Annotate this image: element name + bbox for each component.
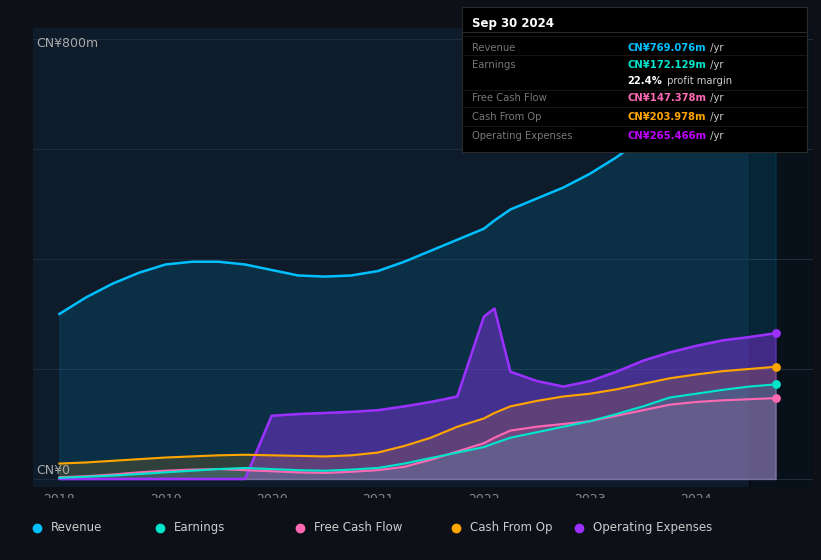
Text: CN¥172.129m: CN¥172.129m (627, 60, 707, 70)
Text: CN¥265.466m: CN¥265.466m (627, 131, 707, 141)
Text: /yr: /yr (708, 112, 724, 122)
Text: /yr: /yr (708, 43, 724, 53)
Text: CN¥203.978m: CN¥203.978m (627, 112, 706, 122)
Text: /yr: /yr (708, 94, 724, 104)
Text: Revenue: Revenue (51, 521, 103, 534)
Text: CN¥0: CN¥0 (37, 464, 71, 477)
Text: /yr: /yr (708, 60, 724, 70)
Text: profit margin: profit margin (664, 76, 732, 86)
Text: CN¥800m: CN¥800m (37, 37, 99, 50)
Text: CN¥147.378m: CN¥147.378m (627, 94, 707, 104)
Text: Cash From Op: Cash From Op (470, 521, 552, 534)
Text: 22.4%: 22.4% (627, 76, 663, 86)
Text: /yr: /yr (708, 131, 724, 141)
Text: Revenue: Revenue (472, 43, 516, 53)
Point (769, 362, 782, 371)
Point (769, 394, 782, 403)
Text: Earnings: Earnings (174, 521, 226, 534)
Text: Operating Expenses: Operating Expenses (593, 521, 712, 534)
Text: CN¥769.076m: CN¥769.076m (627, 43, 706, 53)
Text: Sep 30 2024: Sep 30 2024 (472, 17, 554, 30)
Text: Free Cash Flow: Free Cash Flow (314, 521, 402, 534)
Text: Operating Expenses: Operating Expenses (472, 131, 573, 141)
Point (769, 380, 782, 389)
Point (769, 52, 782, 60)
Text: Free Cash Flow: Free Cash Flow (472, 94, 547, 104)
Point (769, 329, 782, 338)
Bar (749, 28, 813, 487)
Text: Earnings: Earnings (472, 60, 516, 70)
Text: Cash From Op: Cash From Op (472, 112, 542, 122)
